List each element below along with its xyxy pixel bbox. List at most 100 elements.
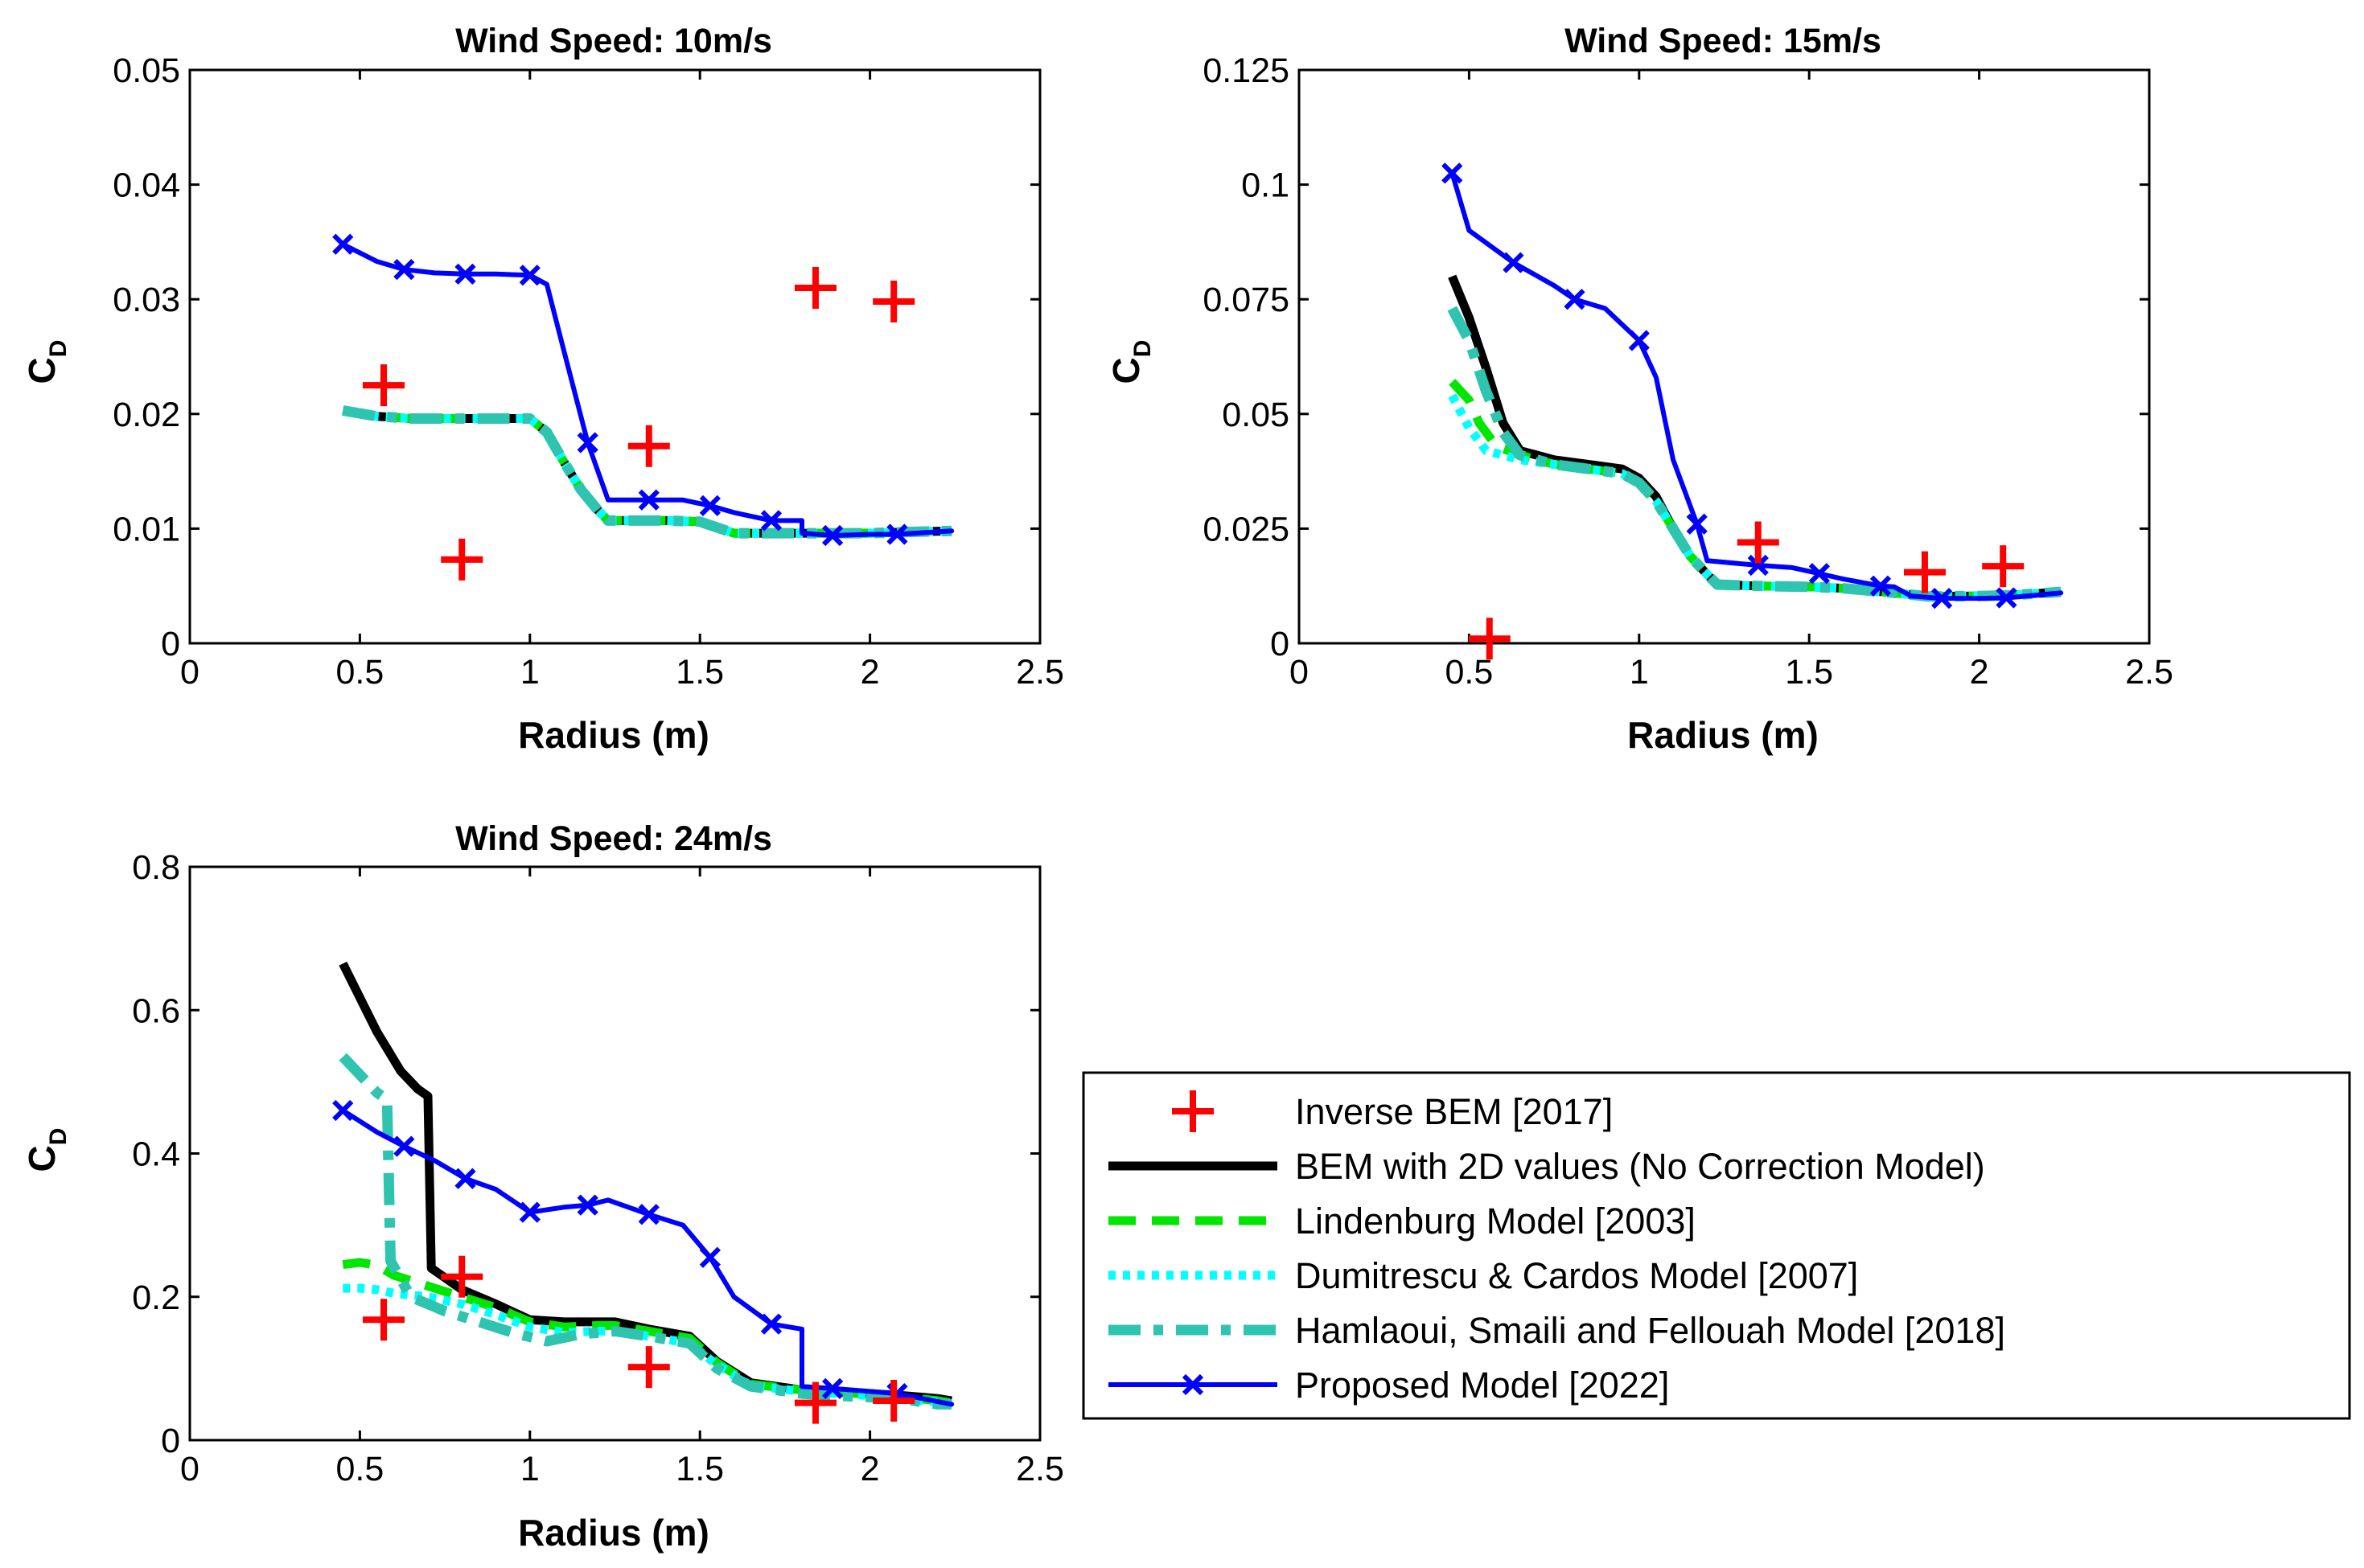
x-stroke — [519, 265, 541, 286]
legend-box — [1082, 1071, 2351, 1420]
data-point-x-marker — [454, 1168, 476, 1189]
x-stroke — [1628, 330, 1650, 351]
legend-line-x-marker-icon — [1108, 1373, 1277, 1396]
legend-entry-proposed: Proposed Model [2022] — [1108, 1365, 1669, 1406]
legend-label: Dumitrescu & Cardos Model [2007] — [1295, 1255, 1858, 1296]
y-axis-label: CD — [1105, 340, 1156, 384]
legend-label: Proposed Model [2022] — [1295, 1365, 1669, 1406]
y-tick-label: 0.075 — [1203, 281, 1289, 319]
x-stroke — [1441, 162, 1463, 184]
x-tick-label: 0.5 — [336, 653, 384, 692]
legend-label: BEM with 2D values (No Correction Model) — [1295, 1146, 1985, 1187]
x-tick-label: 1.5 — [676, 653, 724, 692]
data-point-plus-marker — [627, 425, 670, 467]
y-tick-label: 0.1 — [1241, 166, 1289, 205]
x-tick-label: 1.5 — [676, 1450, 724, 1488]
x-stroke — [1564, 289, 1585, 310]
data-point-x-marker — [760, 1313, 783, 1335]
y-axis-label-main: C — [21, 357, 63, 384]
data-point-x-marker — [699, 495, 722, 517]
axes-frame — [188, 68, 1042, 645]
data-point-x-marker — [577, 1194, 598, 1216]
x-stroke — [821, 1377, 844, 1399]
y-axis-label-subscript: D — [45, 1128, 72, 1146]
y-axis-label: CD — [21, 1128, 72, 1172]
data-point-x-marker — [638, 489, 660, 511]
subplot-wind-24: Wind Speed: 24m/s Radius (m) CD 0 0.5 1 1.5… — [21, 819, 1064, 1554]
y-axis-label-main: C — [1105, 357, 1147, 384]
data-point-plus-marker — [362, 364, 405, 407]
data-point-plus-marker — [441, 538, 483, 581]
y-tick-label: 0.01 — [113, 510, 180, 548]
x-tick-label: 0 — [180, 1450, 199, 1488]
x-stroke — [519, 1201, 541, 1223]
x-tick-label: 0 — [1289, 653, 1309, 692]
x-stroke — [1182, 1373, 1204, 1396]
data-point-x-marker — [1869, 575, 1892, 597]
data-point-x-marker — [1441, 162, 1463, 184]
data-point-plus-marker — [1468, 618, 1511, 660]
data-point-x-marker — [699, 1246, 722, 1268]
x-axis-label: Radius (m) — [1627, 714, 1819, 756]
x-stroke — [1747, 554, 1769, 577]
plus-marker — [1172, 1090, 1214, 1132]
data-point-plus-marker — [794, 1381, 837, 1424]
series-line-hamlaoui — [342, 405, 952, 539]
x-stroke — [454, 1168, 476, 1189]
x-tick-label: 1.5 — [1785, 653, 1833, 692]
legend-label: Hamlaoui, Smaili and Fellouah Model [201… — [1295, 1310, 2005, 1351]
x-stroke — [454, 263, 476, 285]
y-tick-label: 0.03 — [113, 281, 180, 319]
legend-plus-marker-icon — [1172, 1090, 1214, 1132]
x-stroke — [393, 259, 415, 281]
data-point-x-marker — [1628, 330, 1650, 351]
x-stroke — [1503, 252, 1524, 273]
subplot-title: Wind Speed: 10m/s — [455, 22, 772, 60]
x-stroke — [699, 1246, 722, 1268]
data-point-x-marker — [393, 1135, 415, 1157]
y-tick-label: 0.8 — [132, 848, 180, 887]
subplot-title: Wind Speed: 15m/s — [1564, 22, 1881, 60]
x-stroke — [1686, 513, 1708, 535]
x-tick-label: 2.5 — [2125, 653, 2173, 692]
data-point-plus-marker — [794, 266, 837, 309]
x-tick-label: 1 — [1630, 653, 1649, 692]
y-axis-label: CD — [21, 340, 72, 384]
data-point-x-marker — [821, 524, 844, 547]
data-point-x-marker — [393, 259, 415, 281]
data-point-plus-marker — [1737, 521, 1779, 564]
y-tick-label: 0.025 — [1203, 510, 1289, 548]
legend-entry-hamlaoui: Hamlaoui, Smaili and Fellouah Model [201… — [1108, 1310, 2005, 1351]
y-tick-label: 0.02 — [113, 396, 180, 434]
x-stroke — [760, 1313, 783, 1335]
data-point-x-marker — [519, 1201, 541, 1223]
x-axis-label: Radius (m) — [518, 1512, 709, 1554]
data-point-x-marker — [1503, 252, 1524, 273]
data-point-x-marker — [1564, 289, 1585, 310]
data-point-x-marker — [332, 233, 354, 255]
data-point-plus-marker — [627, 1346, 670, 1389]
series-line-hamlaoui — [339, 1053, 952, 1410]
y-axis-label-subscript: D — [45, 340, 72, 358]
y-tick-label: 0.4 — [132, 1135, 180, 1174]
data-point-x-marker — [1686, 513, 1708, 535]
subplot-wind-15: Wind Speed: 15m/s Radius (m) CD 0 0.5 1 1.5… — [1105, 22, 2173, 756]
x-tick-label: 0.5 — [1445, 653, 1494, 692]
x-stroke — [332, 1099, 354, 1122]
x-stroke — [760, 510, 783, 532]
data-point-x-marker — [454, 263, 476, 285]
series-line-lindenburg — [1449, 379, 2062, 601]
data-point-x-marker — [1930, 587, 1953, 610]
y-tick-label: 0.125 — [1203, 51, 1289, 90]
axes-frame — [1297, 68, 2151, 645]
y-tick-label: 0 — [1270, 625, 1289, 663]
legend-entry-bem-2d: BEM with 2D values (No Correction Model) — [1108, 1146, 1985, 1187]
legend-entry-lindenburg: Lindenburg Model [2003] — [1108, 1201, 1696, 1242]
data-point-x-marker — [638, 1204, 660, 1225]
x-stroke — [1930, 587, 1953, 610]
x-stroke — [1808, 563, 1831, 585]
x-stroke — [577, 432, 598, 454]
data-point-plus-marker — [873, 281, 915, 323]
data-point-x-marker — [1808, 563, 1831, 585]
subplot-title: Wind Speed: 24m/s — [455, 819, 772, 858]
